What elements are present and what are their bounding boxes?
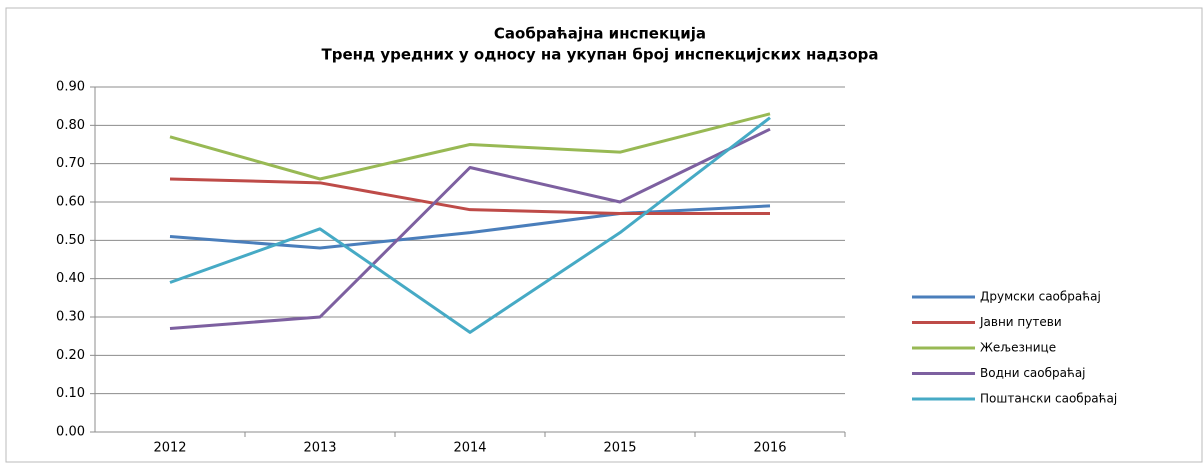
legend-label: Жељезнице (980, 341, 1056, 355)
legend-label: Поштански саобраћај (980, 392, 1117, 406)
y-tick-label: 0.40 (56, 271, 85, 286)
series-line (169, 112, 771, 181)
chart-subtitle: Тренд уредних у односу на укупан број ин… (321, 46, 878, 64)
y-tick-label: 0.80 (56, 118, 85, 133)
y-tick-label: 0.60 (56, 195, 85, 210)
legend-label: Водни саобраћај (980, 366, 1086, 380)
y-tick-label: 0.50 (56, 233, 85, 248)
series-line (169, 127, 771, 330)
chart-title: Саобраћајна инспекција (494, 25, 706, 43)
y-tick-label: 0.10 (56, 386, 85, 401)
series-line (169, 177, 770, 215)
series-line (169, 204, 771, 250)
x-tick-label: 2016 (753, 441, 786, 456)
y-tick-label: 0.00 (56, 425, 85, 440)
x-tick-label: 2015 (603, 441, 636, 456)
y-tick-label: 0.20 (56, 348, 85, 363)
y-tick-label: 0.70 (56, 156, 85, 171)
y-tick-label: 0.90 (56, 80, 85, 95)
chart-frame (5, 7, 1203, 463)
x-tick-label: 2013 (303, 441, 336, 456)
y-tick-label: 0.30 (56, 310, 85, 325)
legend-label: Друмски саобраћај (980, 290, 1101, 304)
series-line (169, 116, 771, 334)
x-tick-label: 2012 (153, 441, 186, 456)
legend-label: Јавни путеви (979, 315, 1062, 329)
x-tick-label: 2014 (453, 441, 486, 456)
